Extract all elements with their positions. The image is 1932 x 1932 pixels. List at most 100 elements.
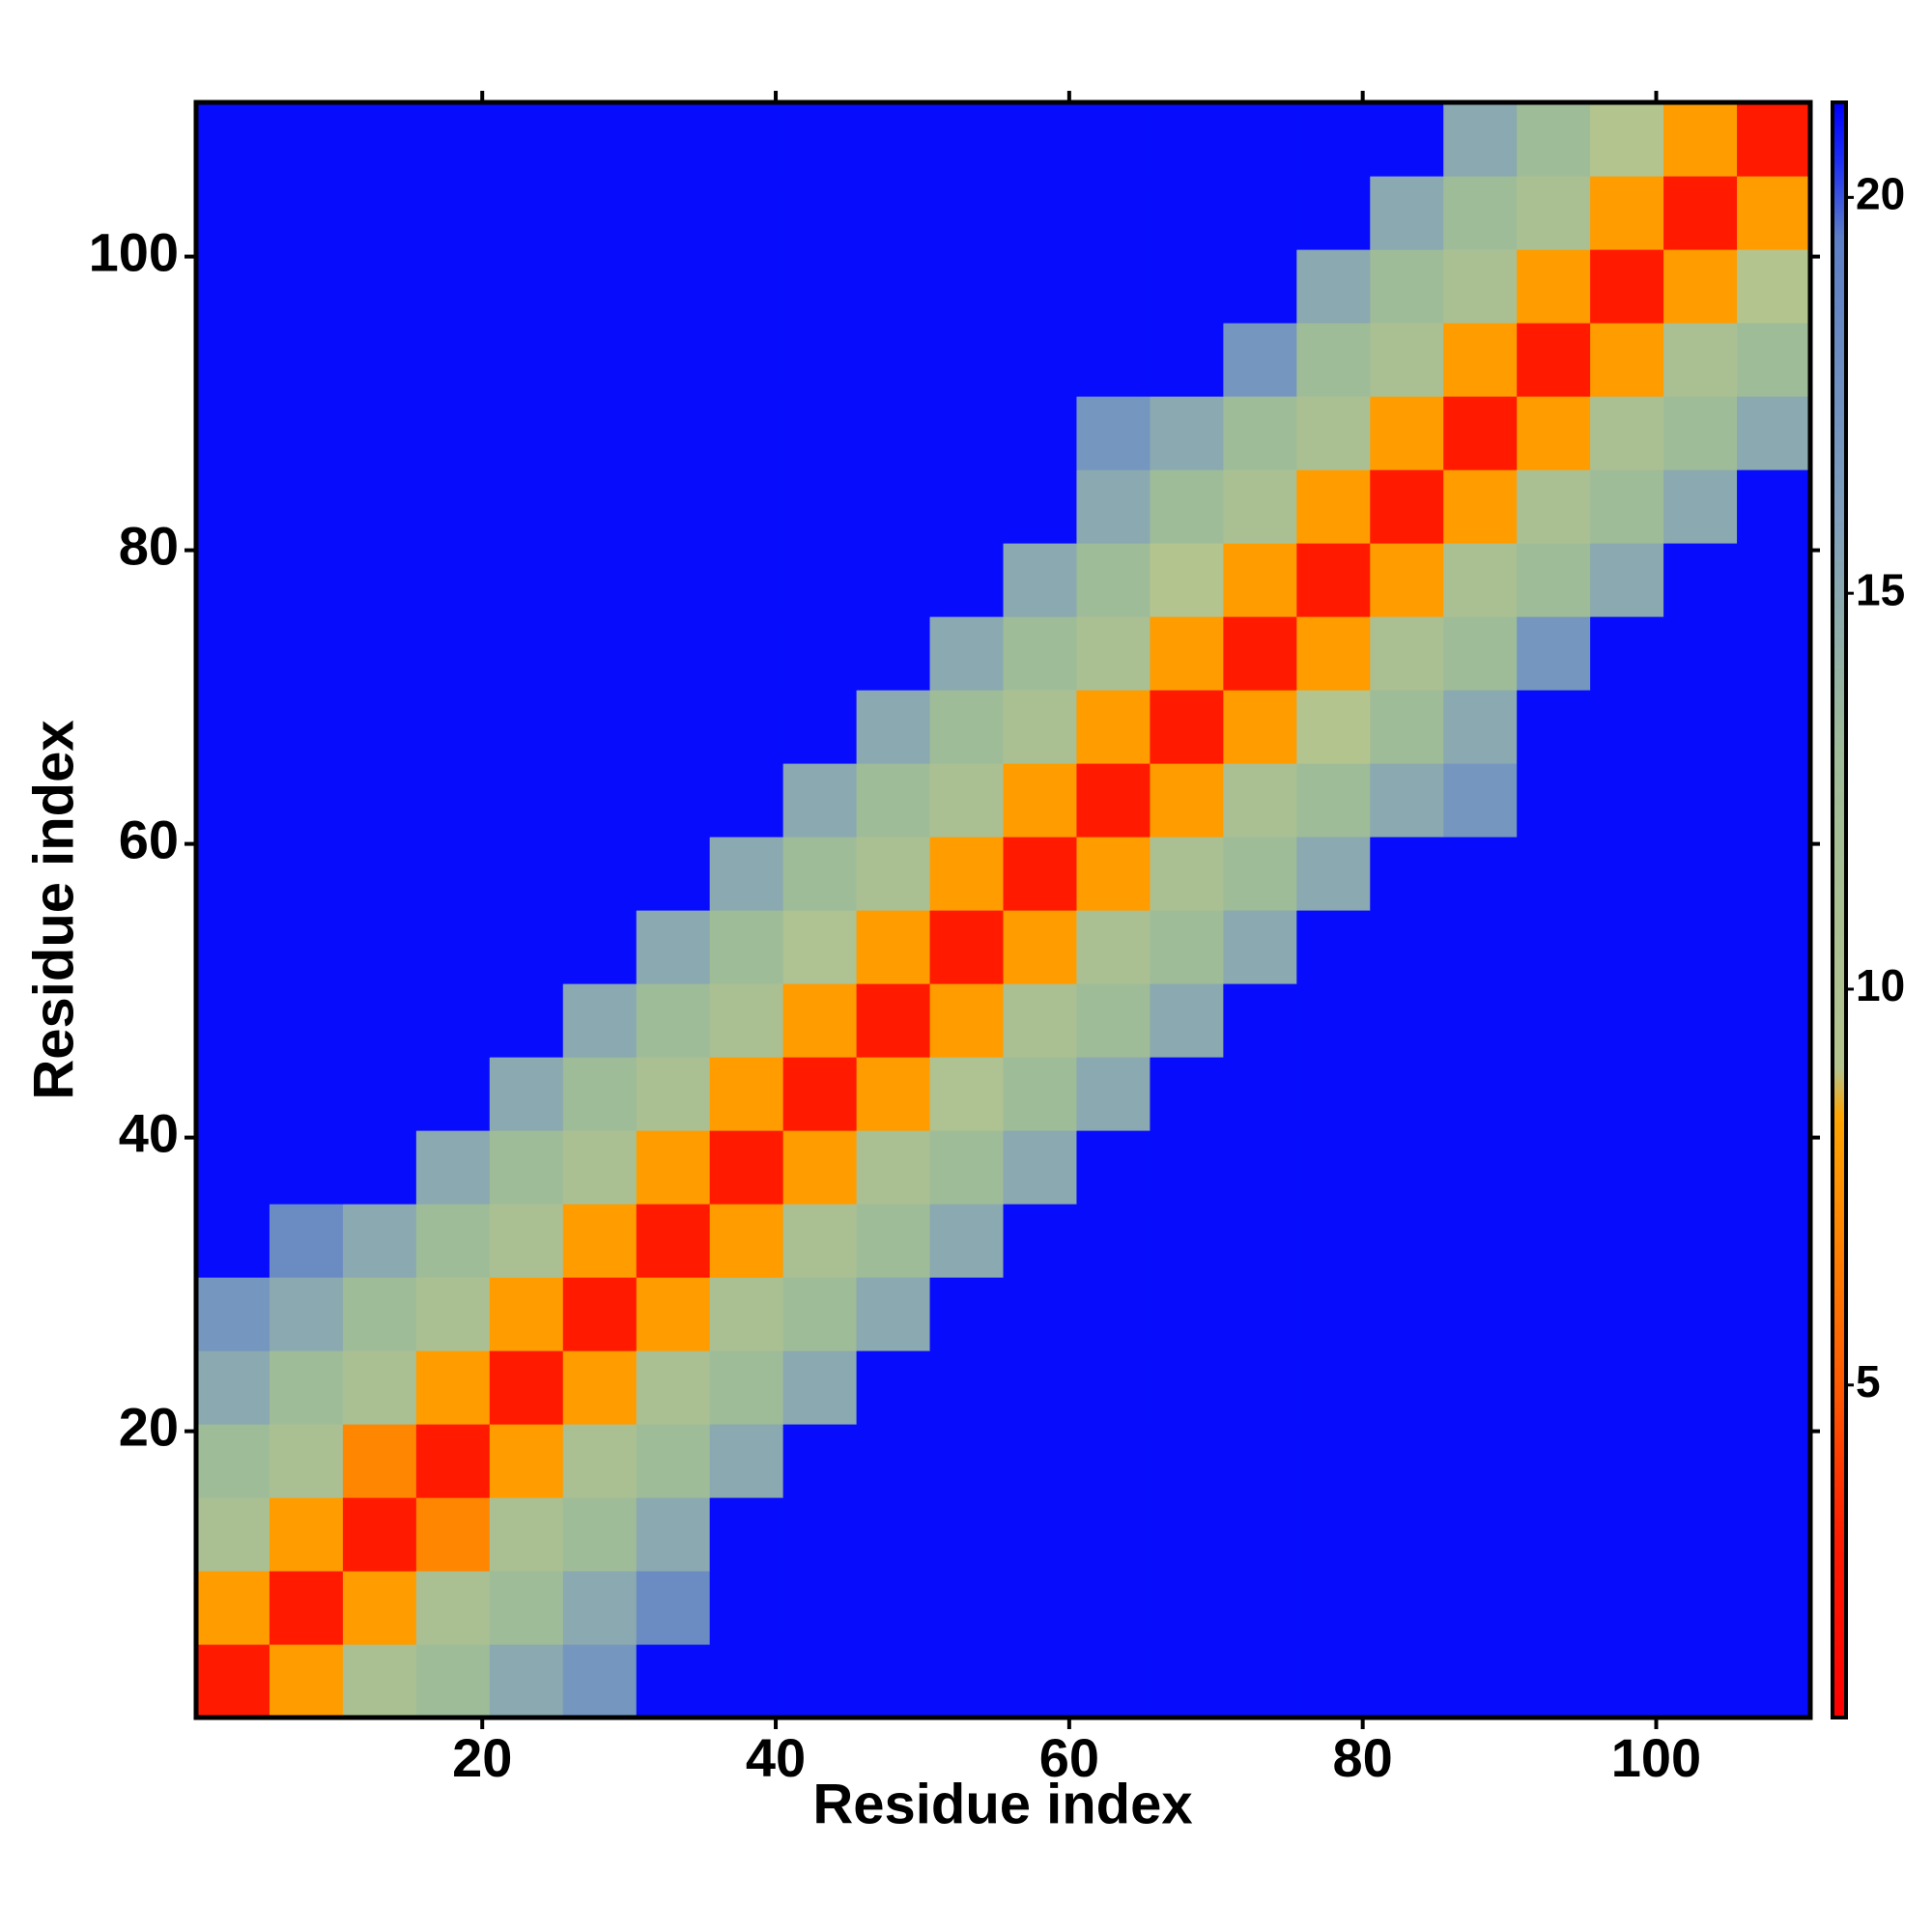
- heatmap-cell: [856, 910, 931, 984]
- heatmap-cell: [1223, 1130, 1297, 1205]
- heatmap-cell: [562, 1644, 638, 1719]
- heatmap-cell: [1443, 983, 1518, 1058]
- heatmap-cell: [1590, 910, 1664, 984]
- heatmap-cell: [1003, 763, 1078, 838]
- heatmap-cell: [562, 910, 638, 984]
- heatmap-cell: [709, 1057, 784, 1131]
- heatmap-cell: [709, 1424, 784, 1498]
- heatmap-cell: [489, 396, 564, 470]
- heatmap-cell: [1296, 469, 1371, 544]
- heatmap-cell: [782, 102, 858, 177]
- heatmap-cell: [269, 837, 344, 911]
- heatmap-cell: [1737, 396, 1811, 470]
- heatmap-cell: [1150, 249, 1224, 324]
- heatmap-cell: [1150, 763, 1224, 838]
- heatmap-cell: [709, 1497, 784, 1572]
- heatmap-cell: [1590, 249, 1664, 324]
- heatmap-cell: [1517, 1424, 1591, 1498]
- heatmap-cell: [489, 1130, 564, 1205]
- heatmap-cell: [1076, 910, 1151, 984]
- heatmap-cell: [1517, 690, 1591, 764]
- heatmap-cell: [562, 396, 638, 470]
- heatmap-cell: [489, 1424, 564, 1498]
- heatmap-cell: [269, 102, 344, 177]
- heatmap-cell: [562, 102, 638, 177]
- heatmap-cell: [562, 837, 638, 911]
- heatmap-cell: [1663, 396, 1738, 470]
- heatmap-cell: [1517, 1571, 1591, 1645]
- heatmap-cell: [1443, 616, 1518, 691]
- heatmap-cell: [196, 469, 270, 544]
- heatmap-cell: [929, 910, 1005, 984]
- heatmap-cell: [196, 323, 270, 397]
- x-axis-title: Residue index: [812, 1773, 1192, 1835]
- heatmap-cell: [1076, 616, 1151, 691]
- heatmap-cell: [1663, 1057, 1738, 1131]
- heatmap-cell: [1296, 1057, 1371, 1131]
- heatmap-cell: [342, 837, 417, 911]
- heatmap-cell: [1076, 176, 1151, 250]
- heatmap-cell: [562, 323, 638, 397]
- heatmap-cell: [636, 763, 711, 838]
- heatmap-cell: [636, 616, 711, 691]
- heatmap-cell: [1003, 1057, 1078, 1131]
- heatmap-cell: [1296, 983, 1371, 1058]
- heatmap-cell: [1370, 910, 1444, 984]
- heatmap-cell: [1076, 1204, 1151, 1278]
- heatmap-cell: [342, 1571, 417, 1645]
- heatmap-cell: [196, 1057, 270, 1131]
- heatmap-cell: [636, 1057, 711, 1131]
- heatmap-cell: [1517, 1497, 1591, 1572]
- heatmap-cell: [856, 1057, 931, 1131]
- heatmap-cell: [1003, 323, 1078, 397]
- heatmap-cell: [636, 837, 711, 911]
- heatmap-cell: [415, 1644, 491, 1719]
- heatmap-cell: [489, 249, 564, 324]
- heatmap-cell: [1150, 396, 1224, 470]
- heatmap-cell: [1590, 1424, 1664, 1498]
- heatmap-cell: [269, 1424, 344, 1498]
- heatmap-cell: [415, 616, 491, 691]
- heatmap-cell: [1003, 1350, 1078, 1425]
- heatmap-cell: [1370, 1424, 1444, 1498]
- heatmap-cell: [415, 837, 491, 911]
- heatmap-cell: [1150, 1277, 1224, 1351]
- heatmap-cell: [929, 323, 1005, 397]
- heatmap-cell: [1003, 1571, 1078, 1645]
- heatmap-cell: [1150, 983, 1224, 1058]
- heatmap-cell: [636, 1204, 711, 1278]
- heatmap-cell: [1370, 837, 1444, 911]
- heatmap-cell: [489, 837, 564, 911]
- heatmap-cell: [1003, 176, 1078, 250]
- heatmap-cell: [782, 1350, 858, 1425]
- heatmap-cell: [636, 983, 711, 1058]
- heatmap-cell: [856, 1571, 931, 1645]
- heatmap-cell: [856, 469, 931, 544]
- heatmap-cell: [1737, 1057, 1811, 1131]
- heatmap-cell: [636, 1497, 711, 1572]
- heatmap-cell: [1003, 1130, 1078, 1205]
- heatmap-cell: [489, 1057, 564, 1131]
- heatmap-cell: [269, 469, 344, 544]
- heatmap-cell: [929, 983, 1005, 1058]
- heatmap-cell: [342, 1204, 417, 1278]
- heatmap-cell: [782, 469, 858, 544]
- heatmap-cell: [342, 176, 417, 250]
- heatmap-cell: [1443, 690, 1518, 764]
- heatmap-cell: [1443, 102, 1518, 177]
- heatmap-cell: [636, 396, 711, 470]
- heatmap-cell: [1737, 323, 1811, 397]
- heatmap-cell: [782, 910, 858, 984]
- heatmap-cell: [1663, 1204, 1738, 1278]
- heatmap-cell: [709, 469, 784, 544]
- heatmap-cell: [1590, 469, 1664, 544]
- heatmap-cell: [856, 983, 931, 1058]
- heatmap-cell: [1663, 249, 1738, 324]
- heatmap-cell: [856, 249, 931, 324]
- heatmap-cell: [856, 396, 931, 470]
- heatmap-cell: [415, 1497, 491, 1572]
- x-tick-label: 100: [1611, 1727, 1701, 1788]
- heatmap-cell: [709, 763, 784, 838]
- heatmap-cell: [1663, 616, 1738, 691]
- heatmap-cell: [636, 102, 711, 177]
